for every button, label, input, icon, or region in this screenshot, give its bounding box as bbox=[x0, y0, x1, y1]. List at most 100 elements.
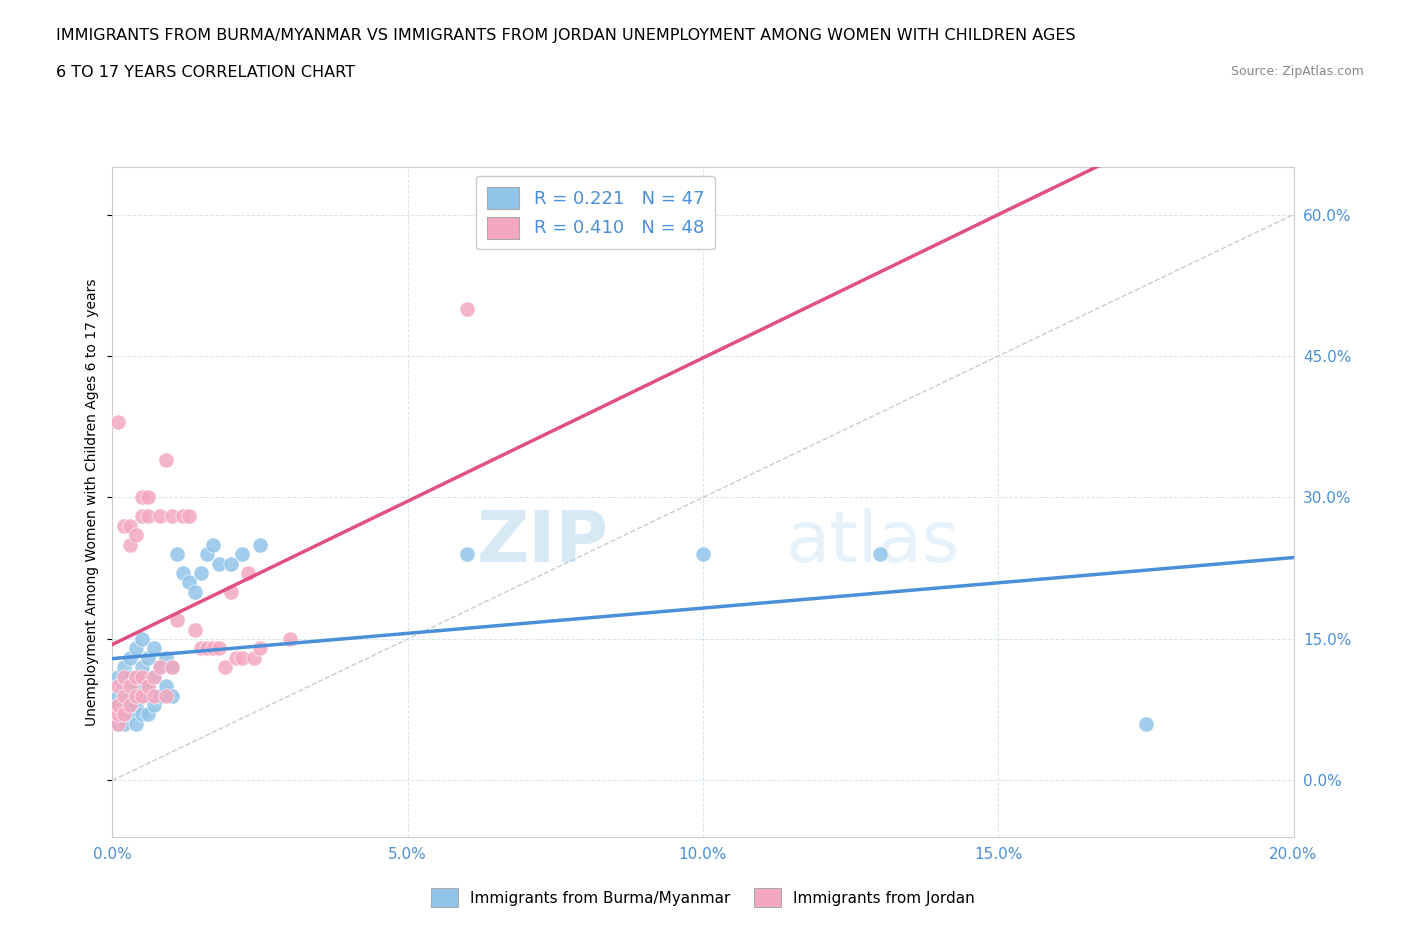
Point bbox=[142, 698, 165, 712]
Point bbox=[172, 509, 194, 524]
Point bbox=[201, 538, 224, 552]
Legend: Immigrants from Burma/Myanmar, Immigrants from Jordan: Immigrants from Burma/Myanmar, Immigrant… bbox=[425, 883, 981, 913]
Point bbox=[107, 670, 129, 684]
Y-axis label: Unemployment Among Women with Children Ages 6 to 17 years: Unemployment Among Women with Children A… bbox=[86, 278, 100, 726]
Point bbox=[155, 452, 177, 467]
Point bbox=[120, 688, 142, 703]
Point bbox=[136, 679, 159, 694]
Point bbox=[120, 518, 142, 533]
Text: ZIP: ZIP bbox=[477, 508, 609, 577]
Point bbox=[131, 509, 153, 524]
Point bbox=[112, 670, 135, 684]
Point bbox=[149, 688, 172, 703]
Point bbox=[160, 659, 183, 674]
Point bbox=[190, 565, 212, 580]
Point bbox=[149, 659, 172, 674]
Point bbox=[136, 650, 159, 665]
Point bbox=[142, 670, 165, 684]
Point bbox=[107, 716, 129, 731]
Point bbox=[160, 688, 183, 703]
Point bbox=[172, 565, 194, 580]
Point bbox=[136, 490, 159, 505]
Point bbox=[131, 688, 153, 703]
Point bbox=[136, 509, 159, 524]
Point bbox=[112, 688, 135, 703]
Text: 6 TO 17 YEARS CORRELATION CHART: 6 TO 17 YEARS CORRELATION CHART bbox=[56, 65, 356, 80]
Point bbox=[869, 547, 891, 562]
Point bbox=[184, 584, 207, 599]
Point bbox=[155, 688, 177, 703]
Point bbox=[249, 538, 271, 552]
Point bbox=[208, 556, 231, 571]
Point bbox=[120, 670, 142, 684]
Point bbox=[166, 613, 188, 628]
Point bbox=[238, 565, 260, 580]
Point bbox=[125, 527, 148, 542]
Point bbox=[166, 547, 188, 562]
Point bbox=[120, 650, 142, 665]
Point bbox=[120, 679, 142, 694]
Point bbox=[195, 641, 218, 656]
Point bbox=[131, 670, 153, 684]
Point bbox=[160, 659, 183, 674]
Point bbox=[125, 698, 148, 712]
Point bbox=[107, 698, 129, 712]
Point bbox=[179, 575, 201, 590]
Point bbox=[160, 509, 183, 524]
Point bbox=[107, 688, 129, 703]
Point bbox=[112, 716, 135, 731]
Point bbox=[107, 716, 129, 731]
Point bbox=[278, 631, 301, 646]
Text: atlas: atlas bbox=[786, 508, 960, 577]
Point bbox=[107, 707, 129, 722]
Point bbox=[125, 670, 148, 684]
Point bbox=[195, 547, 218, 562]
Point bbox=[214, 659, 236, 674]
Point bbox=[131, 659, 153, 674]
Point bbox=[125, 716, 148, 731]
Point bbox=[155, 650, 177, 665]
Point bbox=[107, 679, 129, 694]
Point bbox=[142, 641, 165, 656]
Point bbox=[142, 688, 165, 703]
Point bbox=[179, 509, 201, 524]
Point bbox=[149, 509, 172, 524]
Point bbox=[107, 415, 129, 430]
Point bbox=[201, 641, 224, 656]
Point bbox=[219, 556, 242, 571]
Point bbox=[225, 650, 247, 665]
Point bbox=[155, 679, 177, 694]
Point bbox=[131, 631, 153, 646]
Point bbox=[243, 650, 266, 665]
Point bbox=[112, 659, 135, 674]
Text: Source: ZipAtlas.com: Source: ZipAtlas.com bbox=[1230, 65, 1364, 78]
Point bbox=[692, 547, 714, 562]
Point bbox=[208, 641, 231, 656]
Text: IMMIGRANTS FROM BURMA/MYANMAR VS IMMIGRANTS FROM JORDAN UNEMPLOYMENT AMONG WOMEN: IMMIGRANTS FROM BURMA/MYANMAR VS IMMIGRA… bbox=[56, 28, 1076, 43]
Point bbox=[184, 622, 207, 637]
Point bbox=[456, 301, 478, 316]
Point bbox=[131, 490, 153, 505]
Point bbox=[142, 670, 165, 684]
Point bbox=[231, 650, 253, 665]
Point bbox=[136, 707, 159, 722]
Point bbox=[120, 538, 142, 552]
Point bbox=[125, 679, 148, 694]
Point bbox=[107, 698, 129, 712]
Point bbox=[190, 641, 212, 656]
Point bbox=[120, 707, 142, 722]
Point bbox=[125, 688, 148, 703]
Point bbox=[136, 679, 159, 694]
Point bbox=[149, 659, 172, 674]
Point bbox=[125, 641, 148, 656]
Point bbox=[131, 688, 153, 703]
Point bbox=[112, 518, 135, 533]
Legend: R = 0.221   N = 47, R = 0.410   N = 48: R = 0.221 N = 47, R = 0.410 N = 48 bbox=[475, 177, 716, 249]
Point bbox=[112, 707, 135, 722]
Point bbox=[219, 584, 242, 599]
Point bbox=[112, 698, 135, 712]
Point bbox=[249, 641, 271, 656]
Point bbox=[131, 707, 153, 722]
Point bbox=[231, 547, 253, 562]
Point bbox=[1135, 716, 1157, 731]
